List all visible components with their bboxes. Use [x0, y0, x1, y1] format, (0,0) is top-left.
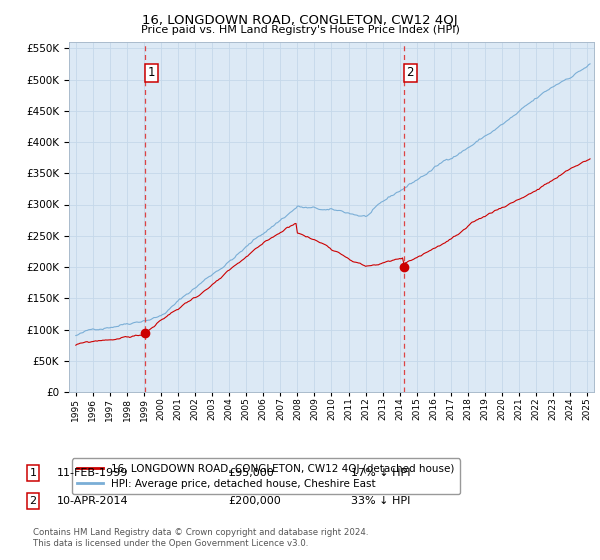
Text: Price paid vs. HM Land Registry's House Price Index (HPI): Price paid vs. HM Land Registry's House …: [140, 25, 460, 35]
Text: 1: 1: [29, 468, 37, 478]
Text: 10-APR-2014: 10-APR-2014: [57, 496, 128, 506]
Text: 11-FEB-1999: 11-FEB-1999: [57, 468, 128, 478]
Text: 1: 1: [148, 67, 155, 80]
Text: £200,000: £200,000: [228, 496, 281, 506]
Text: 16, LONGDOWN ROAD, CONGLETON, CW12 4QJ: 16, LONGDOWN ROAD, CONGLETON, CW12 4QJ: [142, 14, 458, 27]
Text: 2: 2: [407, 67, 414, 80]
Text: 33% ↓ HPI: 33% ↓ HPI: [351, 496, 410, 506]
Text: Contains HM Land Registry data © Crown copyright and database right 2024.
This d: Contains HM Land Registry data © Crown c…: [33, 528, 368, 548]
Legend: 16, LONGDOWN ROAD, CONGLETON, CW12 4QJ (detached house), HPI: Average price, det: 16, LONGDOWN ROAD, CONGLETON, CW12 4QJ (…: [71, 459, 460, 494]
Text: 2: 2: [29, 496, 37, 506]
Text: £95,000: £95,000: [228, 468, 274, 478]
Text: 17% ↓ HPI: 17% ↓ HPI: [351, 468, 410, 478]
